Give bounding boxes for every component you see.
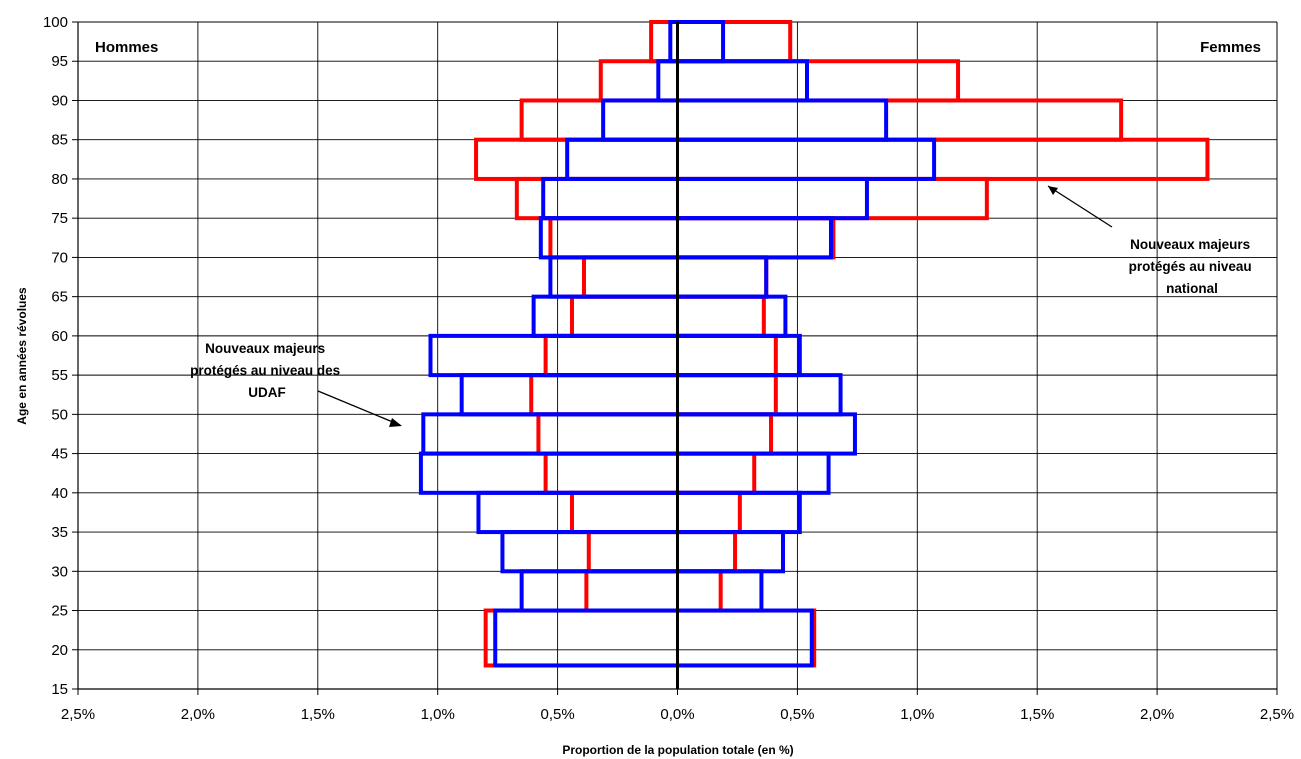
annotation-national-line-2: protégés au niveau [1129, 259, 1252, 274]
annotation-national-arrow [1047, 185, 1113, 228]
bar-national-age-70-75 [548, 216, 836, 260]
y-tick-label: 60 [51, 328, 68, 345]
annotation-udaf-arrow [317, 390, 401, 426]
y-tick-label: 40 [51, 485, 68, 502]
annotation-udaf-line-3: UDAF [248, 385, 286, 400]
bar-national-age-35-40 [569, 490, 742, 535]
bar-udaf-age-70-75 [538, 216, 833, 260]
y-tick-label: 70 [51, 249, 68, 266]
y-tick-label: 50 [51, 406, 68, 423]
annotation-udaf: Nouveaux majeurs protégés au niveau des … [190, 341, 402, 427]
x-axis-title: Proportion de la population totale (en %… [562, 743, 793, 757]
bar-national-age-40-45 [543, 451, 757, 495]
bar-udaf-age-80-85 [565, 137, 937, 181]
y-axis-title: Age en années révolues [15, 287, 29, 425]
y-tick-label: 45 [51, 446, 68, 463]
bar-udaf-age-50-55 [459, 373, 843, 417]
bar-udaf-age-95-100 [668, 20, 726, 64]
bar-udaf-age-55-60 [428, 333, 802, 378]
x-tick-label: 2,5% [61, 706, 95, 723]
y-tick-label: 65 [51, 289, 68, 306]
bar-udaf-age-90-95 [656, 59, 809, 103]
y-tick-label: 35 [51, 524, 68, 541]
x-tick-label: 1,5% [301, 706, 335, 723]
x-tick-label: 2,5% [1260, 706, 1294, 723]
annotation-udaf-line-1: Nouveaux majeurs [205, 341, 325, 356]
bar-national-age-65-70 [581, 255, 769, 299]
svg-text:Nouveaux majeurs protégé: Nouveaux majeurs protégés au niveau nati… [1129, 237, 1256, 296]
x-tick-label: 1,0% [421, 706, 455, 723]
bar-national-age-55-60 [543, 333, 778, 378]
y-tick-label: 55 [51, 367, 68, 384]
x-tick-label: 1,0% [900, 706, 934, 723]
bar-udaf-age-30-35 [500, 530, 786, 574]
x-tick-label: 0,5% [780, 706, 814, 723]
bar-national-age-45-50 [536, 412, 774, 456]
x-tick-label: 2,0% [1140, 706, 1174, 723]
left-label-hommes: Hommes [95, 39, 158, 56]
bar-udaf-age-35-40 [476, 490, 802, 535]
annotation-national-arrowhead [1048, 186, 1058, 195]
y-tick-label: 80 [51, 171, 68, 188]
bar-udaf-age-85-90 [601, 98, 889, 142]
bar-national-age-85-90 [519, 98, 1124, 142]
annotation-udaf-arrowhead [389, 418, 402, 427]
svg-text:Nouveaux majeurs protégé: Nouveaux majeurs protégés au niveau des … [190, 341, 344, 400]
bar-udaf-age-45-50 [421, 412, 857, 456]
y-tick-label: 75 [51, 210, 68, 227]
bar-udaf-age-75-80 [541, 176, 869, 221]
y-tick-label: 100 [43, 14, 68, 31]
annotation-national-line-1: Nouveaux majeurs [1130, 237, 1250, 252]
bar-national-age-90-95 [598, 59, 961, 103]
bar-national-age-18-25 [483, 608, 817, 668]
annotation-national: Nouveaux majeurs protégés au niveau nati… [1047, 185, 1256, 296]
bar-national-age-80-85 [474, 137, 1210, 181]
bar-national-age-75-80 [514, 176, 989, 221]
x-tick-label: 0,5% [540, 706, 574, 723]
bar-udaf-age-18-25 [493, 608, 814, 668]
x-tick-label: 0,0% [660, 706, 694, 723]
y-tick-label: 85 [51, 132, 68, 149]
annotation-national-line-3: national [1166, 281, 1218, 296]
bar-national-age-50-55 [529, 373, 778, 417]
x-tick-label: 1,5% [1020, 706, 1054, 723]
right-label-femmes: Femmes [1200, 39, 1261, 56]
bar-national-age-60-65 [569, 294, 766, 338]
axes: 15 20 25 30 35 40 45 50 55 60 65 70 75 80 85 90 95 100 2,5… [43, 14, 1294, 723]
annotation-udaf-line-2: protégés au niveau des [190, 363, 340, 378]
y-tick-label: 30 [51, 563, 68, 580]
bar-national-age-25-30 [584, 569, 723, 613]
y-tick-label: 25 [51, 603, 68, 620]
y-tick-label: 20 [51, 642, 68, 659]
y-tick-label: 95 [51, 53, 68, 70]
y-tick-label: 15 [51, 681, 68, 698]
pyramid-bars [418, 20, 1210, 668]
bar-udaf-age-40-45 [418, 451, 831, 495]
y-tick-label: 90 [51, 92, 68, 109]
bar-national-age-30-35 [586, 530, 738, 574]
x-tick-label: 2,0% [181, 706, 215, 723]
